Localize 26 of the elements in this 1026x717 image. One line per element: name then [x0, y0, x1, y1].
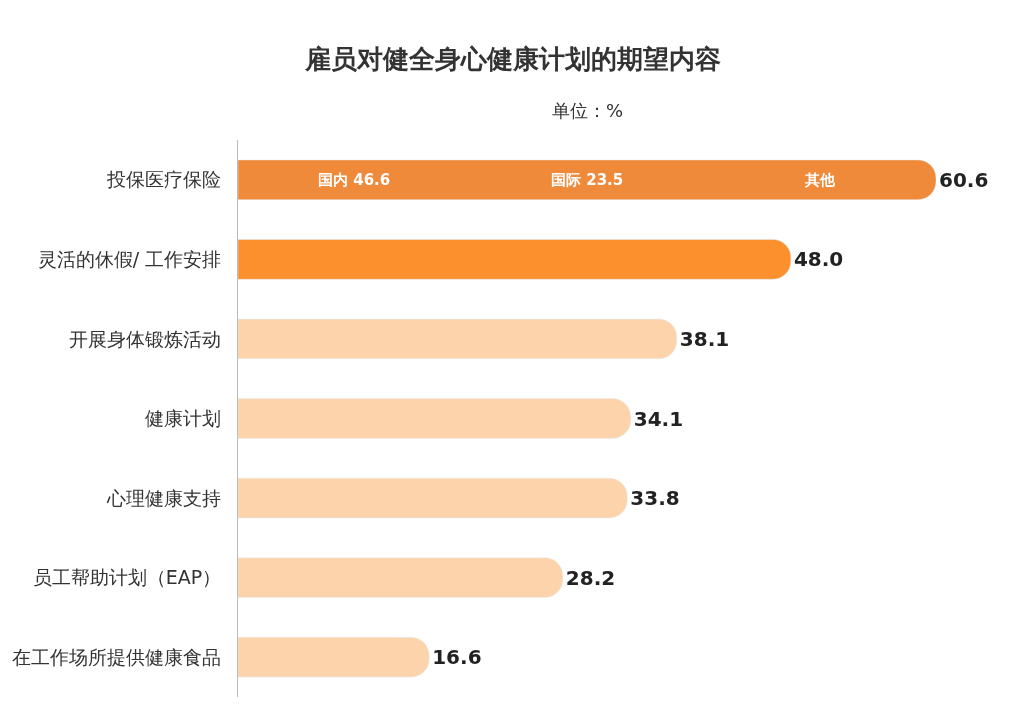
bar — [238, 159, 936, 200]
data-label: 28.2 — [565, 565, 616, 590]
chart-title: 雇员对健全身心健康计划的期望内容 — [304, 44, 721, 75]
y-tick-label: 投保医疗保险 — [106, 168, 222, 191]
annotation: 国际 23.5 — [551, 171, 624, 189]
chart-subtitle: 单位：% — [552, 100, 624, 121]
y-tick-label: 开展身体锻炼活动 — [69, 327, 222, 350]
y-tick-label: 灵活的休假/ 工作安排 — [37, 248, 222, 271]
data-label: 34.1 — [633, 406, 684, 431]
bar — [238, 637, 430, 678]
annotation: 国内 46.6 — [318, 171, 391, 189]
y-tick-label: 员工帮助计划（EAP） — [32, 566, 222, 589]
y-tick-label: 健康计划 — [145, 407, 222, 430]
data-label: 48.0 — [793, 247, 844, 272]
bar — [238, 398, 632, 439]
bar — [238, 239, 792, 280]
y-tick-label: 在工作场所提供健康食品 — [12, 645, 222, 668]
annotation: 其他 — [804, 171, 836, 189]
data-label: 60.6 — [939, 167, 989, 192]
data-label: 16.6 — [432, 645, 482, 670]
bar — [238, 557, 564, 598]
data-label: 38.1 — [679, 326, 730, 351]
data-label: 33.8 — [630, 486, 680, 511]
bar — [238, 318, 678, 360]
y-tick-label: 心理健康支持 — [106, 486, 222, 509]
bar — [238, 477, 628, 519]
